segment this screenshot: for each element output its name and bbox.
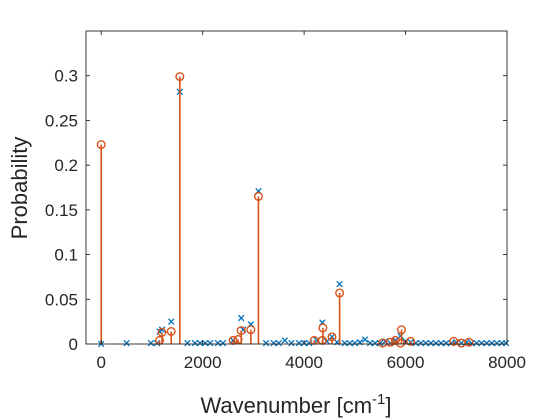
x-marker: [371, 339, 379, 347]
x-marker: [432, 339, 440, 347]
o-marker: [335, 288, 345, 298]
y-tick-label: 0.05: [45, 290, 78, 309]
x-marker: [351, 339, 359, 347]
x-tick-label: 8000: [488, 353, 526, 372]
x-marker: [468, 339, 475, 347]
x-marker: [493, 339, 501, 347]
y-tick-label: 0.1: [54, 246, 78, 265]
x-marker: [167, 318, 175, 325]
o-marker: [96, 140, 106, 150]
x-marker: [346, 339, 354, 347]
plot-box: [85, 30, 508, 345]
x-axis-label-suffix: ]: [385, 393, 391, 418]
x-marker: [270, 339, 277, 347]
x-marker: [488, 339, 496, 347]
x-marker: [422, 339, 430, 347]
o-marker: [236, 326, 246, 336]
x-marker: [219, 339, 227, 347]
x-marker: [191, 339, 199, 347]
o-marker: [327, 332, 337, 342]
x-marker: [417, 339, 425, 347]
x-marker: [262, 339, 270, 347]
o-marker: [157, 327, 167, 337]
x-marker: [123, 339, 130, 347]
x-marker: [288, 339, 295, 347]
series-o-layer: [96, 72, 474, 348]
x-marker: [437, 339, 445, 347]
y-tick-label: 0.25: [45, 111, 78, 130]
x-tick-label: 6000: [387, 353, 425, 372]
o-marker: [406, 336, 416, 346]
x-marker: [473, 339, 480, 347]
y-tick-label: 0.3: [54, 67, 78, 86]
x-marker: [214, 339, 222, 347]
o-marker: [396, 325, 406, 335]
x-axis-label: Wavenumber [cm-1]: [200, 391, 391, 418]
x-marker: [281, 337, 289, 344]
o-marker: [253, 191, 263, 201]
x-marker: [442, 339, 450, 347]
x-marker: [361, 336, 369, 343]
o-marker: [318, 323, 328, 333]
x-marker: [207, 339, 214, 347]
o-marker: [246, 325, 256, 335]
x-marker: [147, 339, 155, 347]
x-marker: [295, 339, 303, 347]
x-marker: [158, 326, 166, 333]
x-marker: [502, 339, 510, 347]
x-marker: [376, 339, 384, 347]
o-marker: [395, 338, 405, 348]
x-axis-ticks: 0 2000 4000 6000 8000: [96, 31, 526, 372]
x-marker: [427, 339, 435, 347]
y-tick-label: 0.15: [45, 201, 78, 220]
x-marker: [483, 339, 490, 347]
x-marker: [478, 339, 485, 347]
y-axis-ticks: 0 0.05 0.1 0.15 0.2 0.25 0.3: [45, 67, 507, 354]
plot-area: [86, 31, 507, 344]
x-marker: [366, 339, 374, 347]
x-marker: [341, 339, 348, 347]
x-axis-label-main: Wavenumber [cm: [200, 393, 372, 418]
y-tick-label: 0.2: [54, 156, 78, 175]
x-tick-label: 0: [96, 353, 105, 372]
x-tick-label: 2000: [184, 353, 222, 372]
x-tick-label: 4000: [285, 353, 323, 372]
x-marker: [336, 280, 343, 288]
x-axis-label-superscript: -1: [372, 391, 385, 408]
o-marker: [464, 337, 474, 347]
x-marker: [275, 339, 283, 347]
x-marker: [196, 339, 204, 347]
x-marker: [237, 314, 245, 322]
x-marker: [184, 339, 191, 347]
y-tick-label: 0: [69, 335, 78, 354]
y-axis-label: Probability: [7, 137, 32, 240]
o-marker: [175, 72, 185, 82]
x-marker: [201, 339, 209, 347]
o-marker: [385, 337, 395, 347]
o-marker: [166, 326, 176, 336]
